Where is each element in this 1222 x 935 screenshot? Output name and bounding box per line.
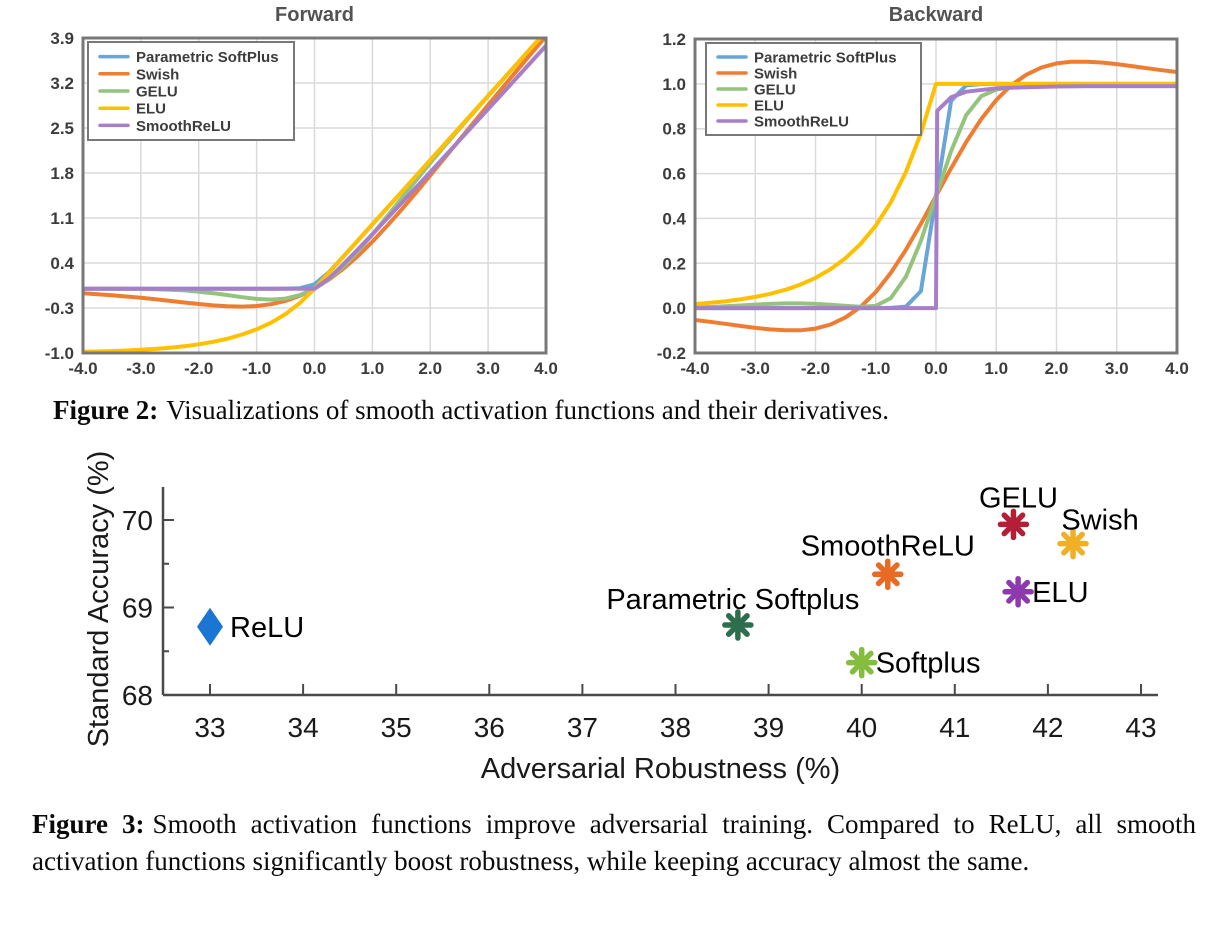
x-tick-label: -2.0 <box>184 359 213 378</box>
asterisk-arm <box>1001 512 1026 537</box>
point-label-gelu: GELU <box>979 482 1058 514</box>
point-label-softplus: Softplus <box>876 648 981 680</box>
y-tick-label: 0.6 <box>662 165 686 184</box>
x-tick-label: 1.0 <box>361 359 385 378</box>
x-tick-label: 41 <box>939 712 970 743</box>
x-tick-label: -1.0 <box>861 359 890 378</box>
y-tick-label: 3.9 <box>50 29 74 48</box>
series-line-smoothrelu <box>83 43 546 291</box>
y-tick-label: 69 <box>122 593 153 624</box>
marker-smoothrelu <box>872 558 904 590</box>
y-tick-label: 0.2 <box>662 254 686 273</box>
y-tick-label: -0.2 <box>657 344 686 363</box>
y-tick-label: 1.1 <box>50 209 74 228</box>
y-tick-label: 3.2 <box>50 74 74 93</box>
y-axis-label: Standard Accuracy (%) <box>83 451 115 748</box>
x-tick-label: 1.0 <box>984 359 1008 378</box>
y-tick-label: 0.4 <box>662 209 686 228</box>
y-tick-label: 0.8 <box>662 120 686 139</box>
legend-label: SmoothReLU <box>136 118 231 135</box>
x-tick-label: 4.0 <box>1165 359 1189 378</box>
series-line-elu <box>695 81 1177 307</box>
legend-label: Parametric SoftPlus <box>754 50 897 67</box>
x-tick-label: 2.0 <box>1045 359 1069 378</box>
marker-gelu <box>997 508 1030 541</box>
figure2-caption: Figure 2: Visualizations of smooth activa… <box>53 393 1193 427</box>
legend-label: SmoothReLU <box>754 114 849 131</box>
point-label-swish: Swish <box>1061 505 1138 537</box>
x-tick-label: 34 <box>288 712 319 743</box>
y-tick-label: 0.4 <box>50 254 74 273</box>
y-tick-label: -0.3 <box>45 299 74 318</box>
y-tick-label: 2.5 <box>50 119 74 138</box>
marker-relu <box>197 607 223 646</box>
marker-swish <box>1057 527 1089 560</box>
x-tick-label: 3.0 <box>1105 359 1129 378</box>
marker-elu <box>1002 576 1034 608</box>
legend-label: GELU <box>136 84 178 101</box>
asterisk-arm <box>1061 531 1085 556</box>
x-tick-label: 35 <box>381 712 412 743</box>
x-tick-label: -2.0 <box>801 359 830 378</box>
backward-line-chart: -4.0 -3.0 -2.0 -1.0 0.0 1.0 2.0 3.0 4.0 1.2 1.0 0.8… <box>657 4 1189 378</box>
asterisk-arm <box>725 613 750 637</box>
y-tick-label: 1.2 <box>662 30 686 49</box>
forward-line-chart: -4.0 -3.0 -2.0 -1.0 0.0 1.0 2.0 3.0 4.0 3.9 3.2 2.5… <box>45 4 558 378</box>
chart-title: Forward <box>275 4 354 26</box>
y-tick-label: 1.8 <box>50 164 74 183</box>
legend-label: Swish <box>136 66 179 83</box>
y-tick-label: 1.0 <box>662 75 686 94</box>
asterisk-arm <box>875 562 900 587</box>
marker-softplus <box>845 646 878 679</box>
y-tick-label: 68 <box>122 680 153 711</box>
x-tick-label: -3.0 <box>741 359 770 378</box>
figure3-caption-text: Smooth activation functions improve adve… <box>32 809 1196 876</box>
point-label-elu: ELU <box>1032 577 1088 609</box>
x-tick-label: 0.0 <box>303 359 327 378</box>
x-tick-label: 33 <box>194 712 225 743</box>
x-tick-label: 39 <box>753 712 784 743</box>
figure3-caption-label: Figure 3: <box>32 809 145 839</box>
legend-label: GELU <box>754 82 796 99</box>
point-label-relu: ReLU <box>230 612 304 644</box>
x-tick-label: 4.0 <box>534 359 558 378</box>
point-label-parametric-softplus: Parametric Softplus <box>606 584 859 616</box>
legend-label: ELU <box>754 98 784 115</box>
x-tick-label: 43 <box>1125 712 1156 743</box>
asterisk-arm <box>849 650 874 675</box>
x-tick-label: 38 <box>660 712 691 743</box>
x-tick-label: -4.0 <box>680 359 709 378</box>
point-label-smoothrelu: SmoothReLU <box>801 530 975 562</box>
plot-border <box>81 36 548 355</box>
figure2-caption-text: Visualizations of smooth activation func… <box>166 395 889 425</box>
x-tick-label: 37 <box>567 712 598 743</box>
x-tick-label: 42 <box>1032 712 1063 743</box>
x-tick-label: 2.0 <box>418 359 442 378</box>
legend-label: ELU <box>136 101 166 118</box>
x-tick-label: -3.0 <box>126 359 155 378</box>
x-tick-label: 36 <box>474 712 505 743</box>
y-tick-label: 0.0 <box>662 299 686 318</box>
asterisk-arm <box>1006 579 1031 604</box>
x-tick-label: 0.0 <box>924 359 948 378</box>
x-tick-label: 3.0 <box>476 359 500 378</box>
x-tick-label: 40 <box>846 712 877 743</box>
robustness-scatter-chart: 33 34 35 36 37 38 39 40 41 42 43 68 69 70 Adversarial … <box>83 451 1158 785</box>
figure3-caption: Figure 3: Smooth activation functions imp… <box>32 806 1196 880</box>
marker-parametric-softplus <box>722 609 754 641</box>
x-tick-label: -4.0 <box>68 359 97 378</box>
y-tick-label: 70 <box>122 505 153 536</box>
y-tick-label: -1.0 <box>45 344 74 363</box>
chart-title: Backward <box>889 4 984 26</box>
series-line-smoothrelu <box>695 84 1177 311</box>
legend-label: Swish <box>754 66 797 83</box>
legend-label: Parametric SoftPlus <box>136 49 279 66</box>
x-tick-label: -1.0 <box>242 359 271 378</box>
x-axis-label: Adversarial Robustness (%) <box>481 753 840 785</box>
plot-border <box>693 37 1179 355</box>
figure2-caption-label: Figure 2: <box>53 395 159 425</box>
